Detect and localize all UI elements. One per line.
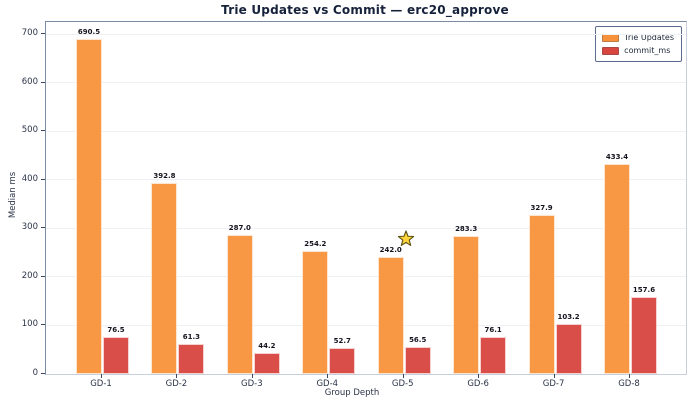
bar-value-label: 157.6 [632,286,656,295]
bar-trie-updates-gd-1 [76,38,102,374]
bar-trie-updates-gd-2 [151,183,178,374]
bar-trie-updates-gd-5 [377,256,404,374]
bar-value-label: 392.8 [153,172,176,181]
bar-commit-ms-gd-8 [631,297,657,374]
y-tick-mark-200 [41,275,45,277]
y-tick-mark-400 [41,178,45,180]
bar-value-label: 56.5 [409,335,427,344]
chart-title: Trie Updates vs Commit — erc20_approve [221,3,509,17]
gridline-100 [46,324,686,326]
bar-value-label: 433.4 [605,152,629,161]
x-tick-mark-gd-4 [327,374,329,378]
plot-area: Trie Updates commit_ms 690.5 76.5 392.8 61.3… [45,21,687,375]
x-tick-mark-gd-8 [629,374,630,378]
bar-commit-ms-gd-4 [329,348,356,374]
x-tick-label-gd-7: GD-7 [542,379,565,389]
y-tick-label-100: 100 [21,319,38,330]
gridline-500 [46,130,686,132]
bar-trie-updates-gd-8 [604,163,630,374]
bar-value-label: 44.2 [258,341,276,350]
bar-commit-ms-gd-1 [103,336,129,374]
bar-value-label: 52.7 [333,337,351,346]
bar-trie-updates-gd-4 [302,250,329,374]
gridline-200 [46,276,686,278]
x-tick-mark-gd-1 [101,374,102,378]
y-tick-label-400: 400 [21,173,38,184]
x-tick-mark-gd-5 [402,374,404,378]
y-tick-mark-700 [41,33,45,35]
bar-commit-ms-gd-3 [253,352,280,374]
legend-label: Trie Updates [624,33,674,42]
bar-trie-updates-gd-6 [453,236,480,374]
bar-trie-updates-gd-3 [226,234,253,374]
x-tick-label-gd-1: GD-1 [90,379,112,389]
y-tick-mark-300 [41,227,45,229]
bar-trie-updates-gd-7 [528,214,555,374]
legend-label: commit_ms [624,46,671,55]
bar-commit-ms-gd-6 [480,337,507,374]
x-tick-label-gd-3: GD-3 [241,379,263,389]
x-tick-label-gd-5: GD-5 [391,379,414,389]
bar-value-label: 283.3 [455,225,478,234]
gridline-700 [46,33,686,35]
bar-commit-ms-gd-5 [404,346,431,374]
x-tick-mark-gd-2 [176,374,178,378]
star-marker-icon [397,229,414,246]
star-shape [397,229,414,246]
x-tick-label-gd-4: GD-4 [316,379,339,389]
gridline-300 [46,227,686,229]
x-tick-mark-gd-3 [251,374,253,378]
bar-value-label: 690.5 [77,27,101,36]
bar-value-label: 103.2 [557,312,580,321]
x-tick-mark-gd-7 [553,374,555,378]
y-tick-label-700: 700 [21,28,38,39]
y-tick-mark-600 [41,81,45,83]
legend-entry-commit-ms: commit_ms [602,44,674,57]
x-tick-label-gd-8: GD-8 [618,379,640,389]
y-tick-mark-100 [41,324,45,326]
y-tick-label-300: 300 [21,222,38,233]
y-tick-label-600: 600 [21,76,38,87]
bar-commit-ms-gd-2 [178,344,205,374]
bar-value-label: 327.9 [530,203,553,212]
x-axis-label: Group Depth [324,388,380,398]
bar-value-label: 254.2 [304,239,327,248]
x-tick-label-gd-6: GD-6 [467,379,489,389]
gridline-400 [46,179,686,181]
bar-commit-ms-gd-7 [555,323,582,374]
y-tick-mark-0 [41,373,45,374]
bar-value-label: 76.5 [107,325,125,334]
bar-value-label: 242.0 [379,245,402,254]
y-axis-label: Median ms [8,171,18,219]
gridline-600 [46,82,686,84]
bar-value-label: 287.0 [228,223,251,232]
y-tick-label-200: 200 [21,270,38,281]
bar-value-label: 76.1 [484,326,502,335]
x-tick-label-gd-2: GD-2 [165,379,188,389]
bar-value-label: 61.3 [182,333,201,342]
y-tick-mark-500 [41,130,45,132]
y-tick-label-500: 500 [21,125,38,136]
y-tick-label-0: 0 [32,368,38,378]
legend-swatch-icon [602,33,620,42]
legend-swatch-icon [602,46,620,55]
x-tick-mark-gd-6 [478,374,480,378]
legend: Trie Updates commit_ms [595,26,682,62]
